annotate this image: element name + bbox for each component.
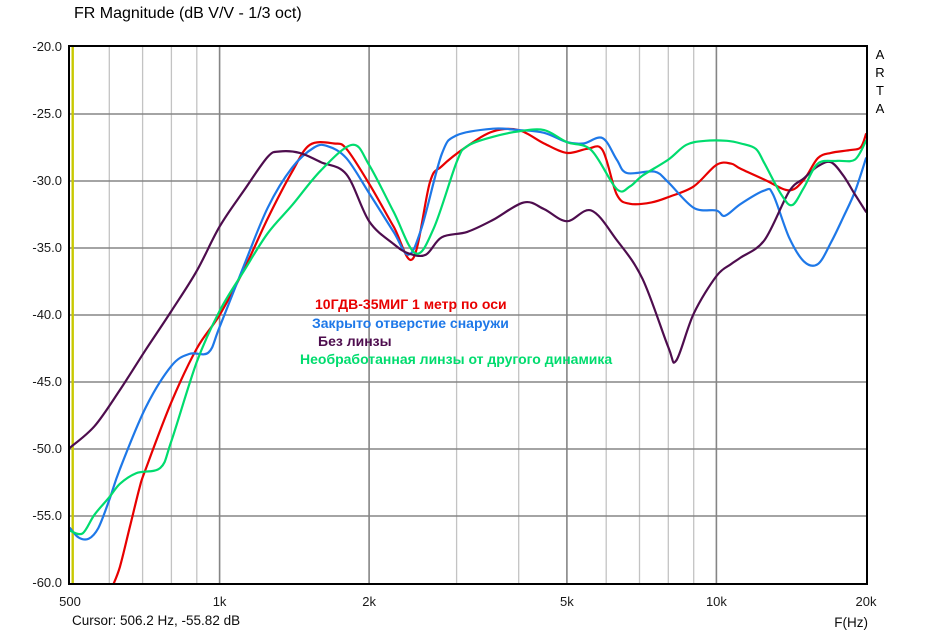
y-tick-label: -20.0: [32, 39, 62, 54]
chart-title: FR Magnitude (dB V/V - 1/3 oct): [74, 5, 302, 22]
y-tick-label: -55.0: [32, 508, 62, 523]
y-tick-label: -60.0: [32, 575, 62, 590]
legend-item-1: Закрыто отверстие снаружи: [312, 315, 509, 331]
arta-letter: A: [875, 101, 885, 116]
cursor-status-text: Cursor: 506.2 Hz, -55.82 dB: [72, 613, 241, 628]
x-tick-label: 5k: [559, 594, 574, 609]
curve-1: [70, 127, 866, 541]
x-tick-label: 500: [59, 594, 81, 609]
legend-item-3: Необработанная линзы от другого динамика: [300, 351, 613, 367]
x-axis-unit-label: F(Hz): [834, 615, 868, 630]
y-tick-label: -35.0: [32, 240, 62, 255]
arta-letter: R: [875, 65, 885, 80]
x-tick-label: 1k: [212, 594, 227, 609]
legend-item-0: 10ГДВ-35МИГ 1 метр по оси: [315, 296, 507, 312]
y-tick-label: -30.0: [32, 173, 62, 188]
curve-2: [70, 150, 866, 449]
y-tick-label: -50.0: [32, 441, 62, 456]
y-tick-label: -25.0: [32, 106, 62, 121]
fr-magnitude-plot[interactable]: [70, 47, 866, 583]
x-tick-label: 2k: [362, 594, 376, 609]
y-tick-label: -40.0: [32, 307, 62, 322]
x-tick-label: 20k: [855, 594, 877, 609]
legend-item-2: Без линзы: [318, 333, 392, 349]
curve-3: [70, 128, 866, 536]
arta-letter: T: [876, 83, 884, 98]
y-tick-label: -45.0: [32, 374, 62, 389]
x-tick-label: 10k: [705, 594, 727, 609]
arta-letter: A: [875, 47, 885, 62]
